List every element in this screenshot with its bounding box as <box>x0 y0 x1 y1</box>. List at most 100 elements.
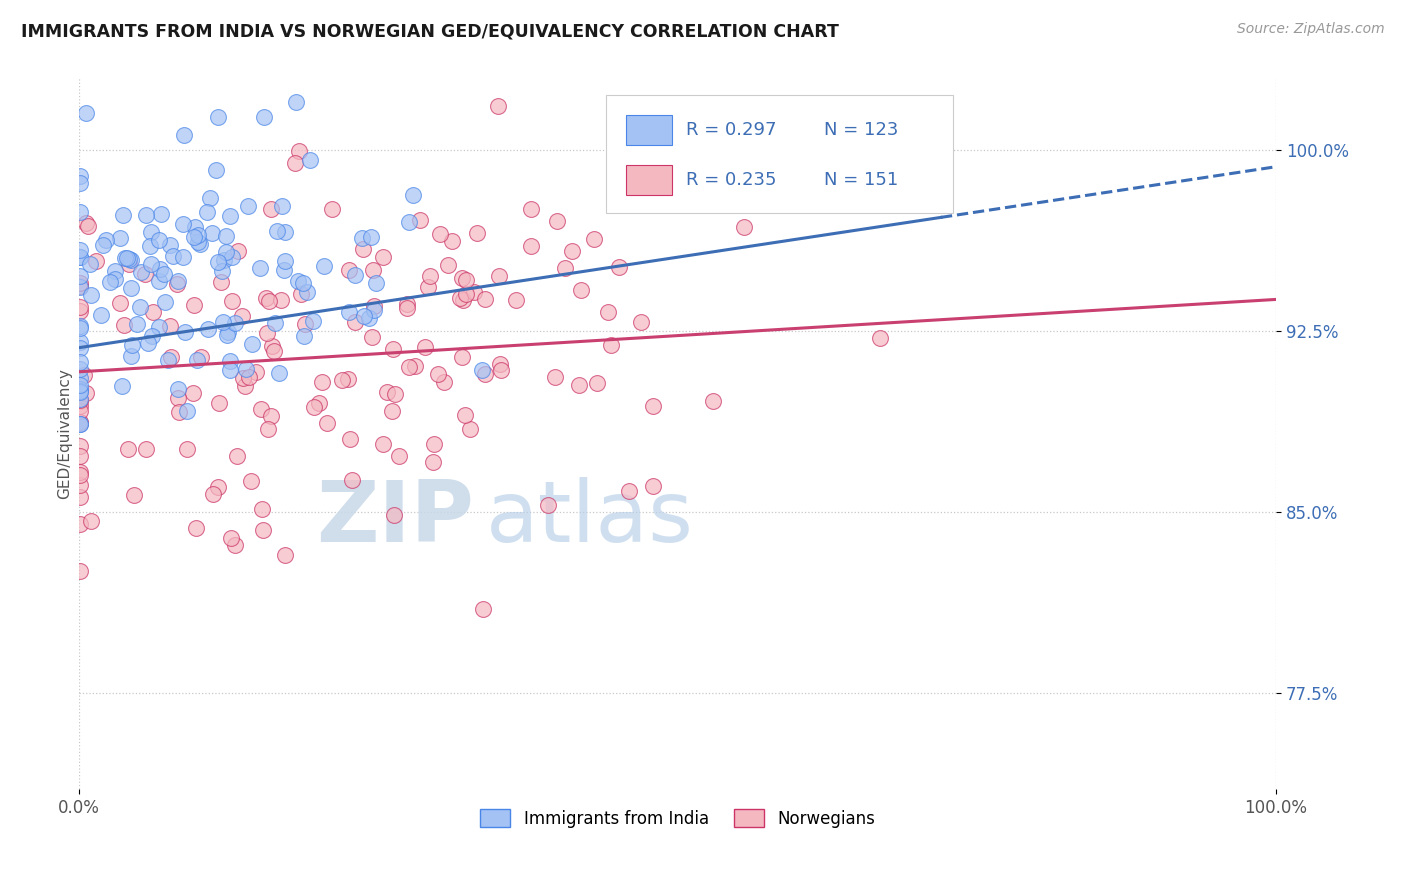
Point <box>257 293 280 308</box>
Point <box>69 334 91 349</box>
Point <box>69 517 91 532</box>
Point <box>270 199 292 213</box>
Point <box>167 382 190 396</box>
Point <box>519 239 541 253</box>
Point <box>167 405 190 419</box>
Point <box>308 396 330 410</box>
Point <box>352 231 374 245</box>
Point <box>489 357 512 371</box>
Point <box>176 404 198 418</box>
Point <box>69 394 91 409</box>
Text: N = 151: N = 151 <box>824 171 898 189</box>
Point <box>465 227 488 241</box>
Point <box>207 396 229 410</box>
Point <box>183 230 205 244</box>
Point <box>214 253 236 268</box>
Point <box>69 204 91 219</box>
Text: N = 123: N = 123 <box>824 121 898 139</box>
Point <box>104 264 127 278</box>
Point <box>287 274 309 288</box>
Point <box>221 293 243 308</box>
Point <box>134 267 156 281</box>
Point <box>172 218 194 232</box>
Point <box>69 393 91 408</box>
Point <box>273 263 295 277</box>
Point <box>219 209 242 223</box>
Point <box>537 498 560 512</box>
Point <box>187 235 209 249</box>
Legend: Immigrants from India, Norwegians: Immigrants from India, Norwegians <box>474 802 882 834</box>
Text: Source: ZipAtlas.com: Source: ZipAtlas.com <box>1237 22 1385 37</box>
Point <box>401 188 423 202</box>
Point <box>187 228 209 243</box>
Point <box>184 220 207 235</box>
Point <box>423 437 446 451</box>
Point <box>253 110 276 124</box>
Point <box>72 368 94 382</box>
Point <box>110 296 132 310</box>
Point <box>343 315 366 329</box>
Point <box>360 230 382 244</box>
Point <box>162 250 184 264</box>
Point <box>568 378 591 392</box>
Point <box>159 238 181 252</box>
Point <box>398 215 420 229</box>
Point <box>352 242 374 256</box>
Point <box>204 163 226 178</box>
Point <box>136 336 159 351</box>
Point <box>454 408 477 422</box>
Point <box>148 274 170 288</box>
Point <box>117 442 139 457</box>
Point <box>69 415 91 429</box>
Point <box>69 467 91 482</box>
Point <box>285 95 308 109</box>
Point <box>252 524 274 538</box>
Point <box>343 268 366 283</box>
Point <box>153 295 176 310</box>
Text: IMMIGRANTS FROM INDIA VS NORWEGIAN GED/EQUIVALENCY CORRELATION CHART: IMMIGRANTS FROM INDIA VS NORWEGIAN GED/E… <box>21 22 839 40</box>
Point <box>112 209 135 223</box>
Point <box>207 255 229 269</box>
Point <box>75 105 97 120</box>
Point <box>173 128 195 142</box>
Point <box>270 293 292 307</box>
Point <box>260 409 283 423</box>
Point <box>263 344 285 359</box>
Point <box>139 225 162 239</box>
Point <box>75 216 97 230</box>
Point <box>554 260 576 275</box>
Point <box>69 417 91 431</box>
Point <box>441 234 464 248</box>
Point <box>195 205 218 219</box>
Point <box>188 237 211 252</box>
Point <box>69 384 91 399</box>
Point <box>212 315 235 329</box>
Point <box>299 153 322 167</box>
Point <box>112 318 135 333</box>
Point <box>336 372 359 386</box>
Point <box>381 342 404 356</box>
Point <box>240 337 263 351</box>
Point <box>214 244 236 259</box>
Point <box>266 224 288 238</box>
Point <box>339 432 361 446</box>
Point <box>381 404 404 418</box>
Point <box>260 202 283 217</box>
Point <box>641 399 664 413</box>
Point <box>404 359 426 374</box>
Point <box>240 474 263 488</box>
Point <box>114 251 136 265</box>
Point <box>733 219 755 234</box>
Point <box>353 309 375 323</box>
Point <box>491 363 513 377</box>
Point <box>91 238 114 252</box>
Point <box>94 233 117 247</box>
Point <box>409 213 432 227</box>
Point <box>364 277 387 291</box>
Point <box>419 269 441 284</box>
Point <box>80 288 103 302</box>
Point <box>486 99 509 113</box>
Point <box>224 538 246 552</box>
Point <box>396 297 419 311</box>
Text: ZIP: ZIP <box>316 477 474 560</box>
